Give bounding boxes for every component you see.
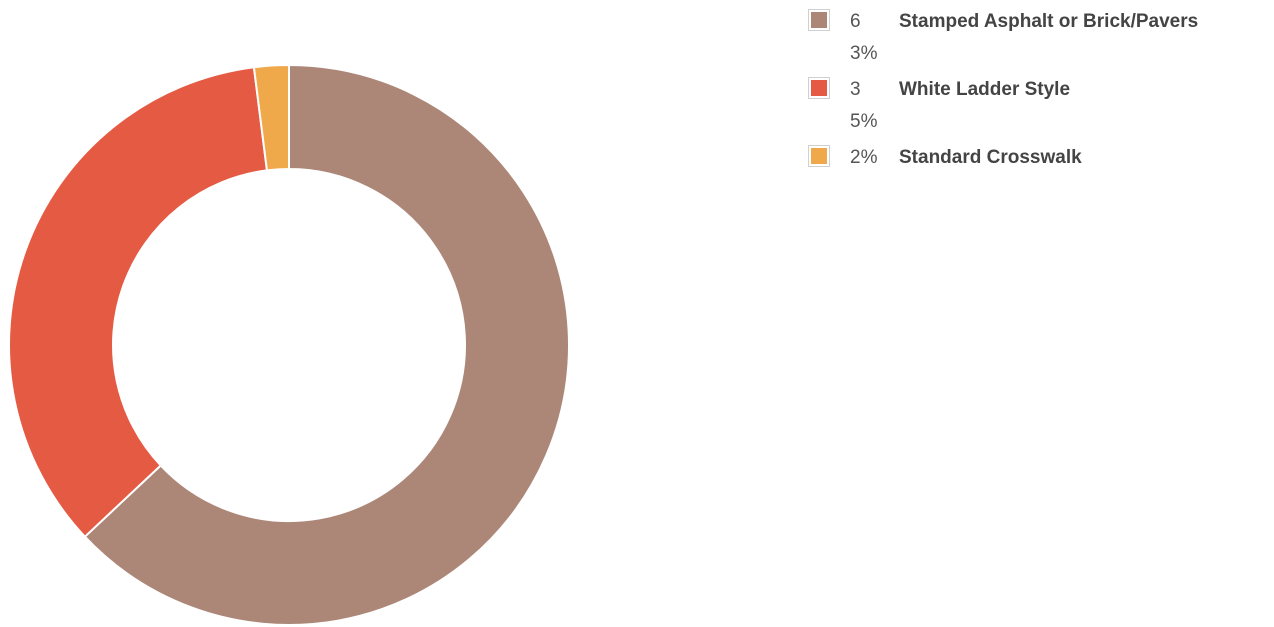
legend-label: Standard Crosswalk (899, 147, 1082, 168)
legend-swatch (808, 9, 830, 31)
legend-label: White Ladder Style (899, 79, 1071, 100)
legend-item[interactable]: 63% Stamped Asphalt or Brick/Pavers (808, 6, 1268, 74)
donut-chart (8, 63, 570, 626)
legend-swatch-fill (811, 80, 827, 96)
donut-slice[interactable] (252, 63, 290, 172)
legend-swatch (808, 145, 830, 167)
legend-percent: 2% (850, 147, 878, 168)
legend-label: Stamped Asphalt or Brick/Pavers (899, 11, 1199, 32)
legend-swatch-fill (811, 12, 827, 28)
legend-swatch (808, 77, 830, 99)
chart-legend: 63% Stamped Asphalt or Brick/Pavers 35% … (808, 6, 1268, 182)
legend-item[interactable]: 35% White Ladder Style (808, 74, 1268, 142)
legend-percent: 63% (850, 11, 878, 64)
legend-item[interactable]: 2% Standard Crosswalk (808, 142, 1268, 182)
donut-slice[interactable] (8, 66, 269, 539)
legend-swatch-fill (811, 148, 827, 164)
legend-percent: 35% (850, 79, 878, 132)
donut-slice[interactable] (83, 63, 570, 626)
